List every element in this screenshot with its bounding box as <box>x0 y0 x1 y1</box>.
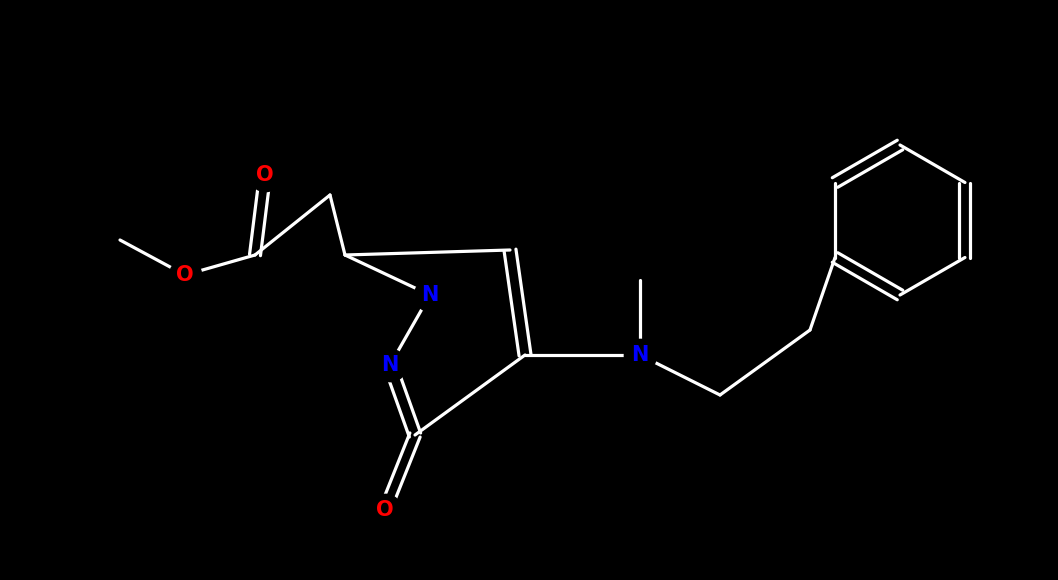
Text: N: N <box>421 285 439 305</box>
Text: O: O <box>177 265 194 285</box>
Text: O: O <box>256 165 274 185</box>
Text: N: N <box>632 345 649 365</box>
Text: N: N <box>381 355 399 375</box>
Text: O: O <box>377 500 394 520</box>
